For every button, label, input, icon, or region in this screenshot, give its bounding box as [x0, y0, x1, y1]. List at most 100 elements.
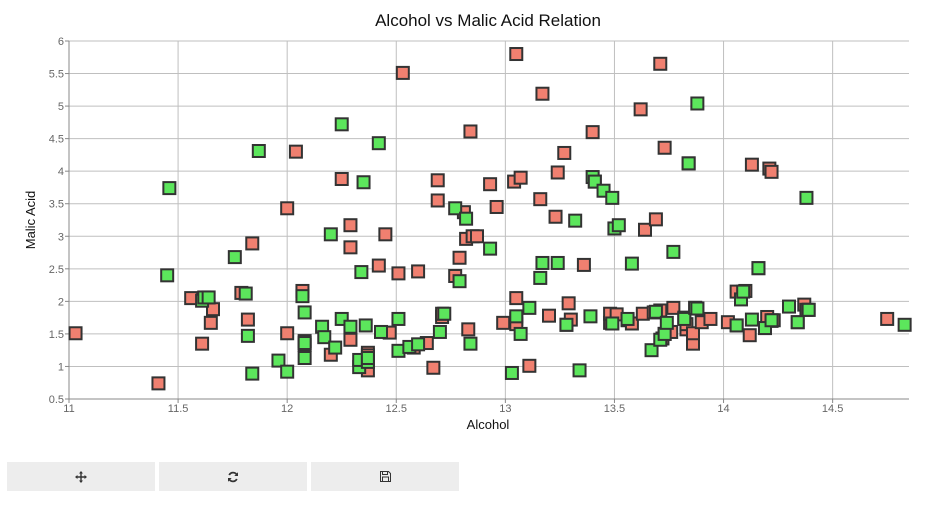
data-point-series-2 [391, 311, 406, 326]
reset-button[interactable] [159, 462, 307, 491]
y-tick-label: 2 [58, 296, 64, 308]
data-point-series-2 [227, 250, 242, 265]
y-tick-label: 1 [58, 361, 64, 373]
data-point-series-2 [572, 363, 587, 378]
data-point-series-1 [513, 170, 528, 185]
x-tick-label: 11 [63, 403, 74, 415]
data-point-series-1 [151, 376, 166, 391]
data-point-series-1 [522, 358, 537, 373]
data-point-series-1 [334, 171, 349, 186]
data-point-series-2 [371, 136, 386, 151]
y-tick-label: 4.5 [49, 134, 64, 146]
data-point-series-2 [744, 312, 759, 327]
move-icon [75, 470, 87, 483]
data-point-series-2 [201, 290, 216, 305]
data-point-series-2 [459, 211, 474, 226]
data-point-series-2 [513, 326, 528, 341]
data-point-series-1 [343, 332, 358, 347]
data-point-series-1 [880, 311, 895, 326]
data-point-series-1 [550, 165, 565, 180]
data-point-series-1 [411, 264, 426, 279]
data-point-series-2 [666, 244, 681, 259]
data-point-series-2 [452, 274, 467, 289]
data-point-series-1 [653, 56, 668, 71]
data-point-series-2 [411, 337, 426, 352]
data-point-series-2 [611, 218, 626, 233]
x-tick-label: 13 [499, 403, 511, 415]
chart-toolbar [7, 462, 459, 491]
data-point-series-1 [280, 201, 295, 216]
data-point-series-2 [432, 324, 447, 339]
data-point-series-1 [744, 157, 759, 172]
data-point-series-1 [561, 296, 576, 311]
y-tick-label: 6 [58, 36, 64, 48]
scatter-chart: 11 11.5 12 12.5 13 13.5 14 14.5 0.511.522.533.5… [23, 11, 912, 432]
data-point-series-2 [583, 309, 598, 324]
data-point-series-2 [334, 117, 349, 132]
data-point-series-2 [605, 190, 620, 205]
y-tick-label: 3 [58, 231, 64, 243]
data-point-series-2 [483, 241, 498, 256]
data-point-series-1 [426, 360, 441, 375]
x-tick-label: 13.5 [604, 403, 625, 415]
data-point-series-1 [240, 312, 255, 327]
data-point-series-1 [533, 192, 548, 207]
data-point-series-2 [354, 265, 369, 280]
data-point-series-2 [620, 311, 635, 326]
x-axis-ticks: 11 11.5 12 12.5 13 13.5 14 14.5 [63, 399, 843, 415]
data-point-series-1 [764, 164, 779, 179]
data-point-series-2 [297, 336, 312, 351]
data-point-series-2 [356, 175, 371, 190]
data-point-series-2 [690, 301, 705, 316]
data-point-series-2 [550, 255, 565, 270]
data-point-series-1 [371, 258, 386, 273]
data-point-series-2 [568, 213, 583, 228]
data-point-series-2 [764, 313, 779, 328]
x-tick-label: 11.5 [168, 403, 189, 415]
data-point-series-2 [677, 311, 692, 326]
data-point-series-1 [509, 47, 524, 62]
data-point-series-2 [437, 306, 452, 321]
x-tick-label: 14.5 [822, 403, 843, 415]
data-point-series-1 [343, 218, 358, 233]
x-tick-label: 12.5 [386, 403, 407, 415]
data-point-series-2 [251, 144, 266, 159]
data-point-series-1 [245, 236, 260, 251]
data-point-series-1 [195, 336, 210, 351]
save-icon [379, 471, 391, 482]
grid [69, 40, 909, 399]
save-button[interactable] [311, 462, 459, 491]
data-point-series-2 [897, 317, 912, 332]
y-axis-label: Malic Acid [23, 191, 38, 250]
data-point-series-2 [799, 190, 814, 205]
data-point-series-2 [729, 318, 744, 333]
data-point-series-2 [522, 300, 537, 315]
data-point-series-2 [463, 336, 478, 351]
data-point-series-1 [391, 266, 406, 281]
data-point-series-2 [245, 366, 260, 381]
x-tick-label: 12 [281, 403, 293, 415]
x-axis-label: Alcohol [467, 417, 510, 432]
data-point-series-1 [576, 257, 591, 272]
data-point-series-1 [430, 193, 445, 208]
data-point-series-1 [657, 140, 672, 155]
data-point-series-1 [585, 125, 600, 140]
data-point-series-1 [489, 199, 504, 214]
data-point-series-1 [395, 65, 410, 80]
data-point-series-1 [742, 328, 757, 343]
data-point-series-2 [358, 318, 373, 333]
data-point-series-1 [548, 209, 563, 224]
data-point-series-2 [280, 364, 295, 379]
pan-button[interactable] [7, 462, 155, 491]
x-tick-label: 14 [717, 403, 729, 415]
data-point-series-2 [297, 305, 312, 320]
data-point-series-2 [323, 227, 338, 242]
data-point-series-2 [240, 328, 255, 343]
data-point-series-2 [751, 261, 766, 276]
data-points [68, 47, 912, 391]
chart-title: Alcohol vs Malic Acid Relation [375, 11, 601, 30]
data-point-series-2 [736, 284, 751, 299]
data-point-series-1 [203, 315, 218, 330]
data-point-series-2 [681, 156, 696, 171]
data-point-series-2 [374, 324, 388, 339]
